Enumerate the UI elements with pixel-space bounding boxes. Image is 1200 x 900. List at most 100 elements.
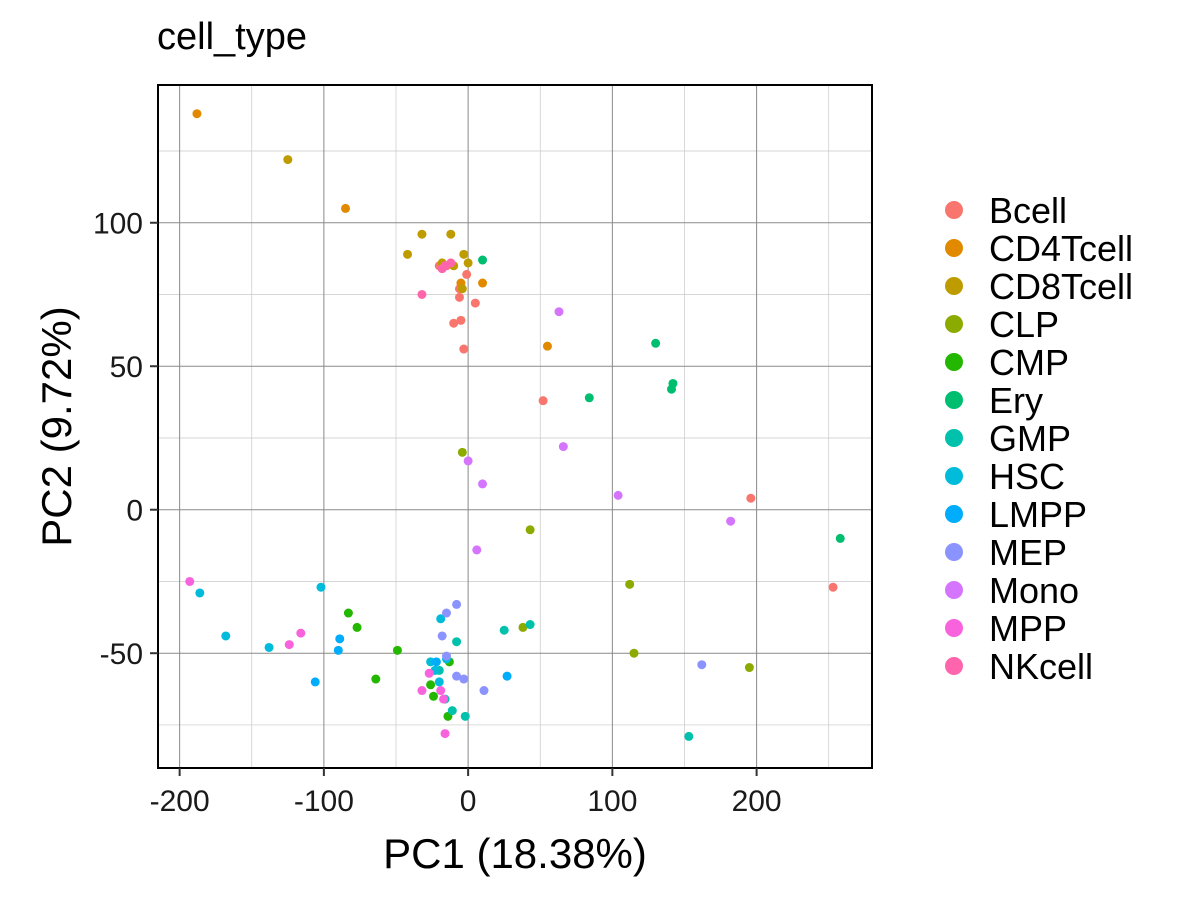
data-point-lmpp bbox=[310, 677, 320, 687]
data-point-nkcell bbox=[437, 264, 447, 274]
legend-label-mep: MEP bbox=[989, 532, 1067, 573]
data-point-ery bbox=[667, 384, 677, 394]
data-point-cd4tcell bbox=[341, 203, 351, 213]
data-point-mpp bbox=[440, 729, 450, 739]
data-point-bcell bbox=[470, 298, 480, 308]
legend-label-lmpp: LMPP bbox=[989, 494, 1087, 535]
legend-label-mono: Mono bbox=[989, 570, 1079, 611]
legend-key-cmp bbox=[945, 353, 963, 371]
legend-key-bcell bbox=[945, 201, 963, 219]
grid-layer bbox=[158, 85, 872, 768]
data-point-cmp bbox=[371, 674, 381, 684]
data-point-bcell bbox=[459, 344, 469, 354]
legend-label-cd4tcell: CD4Tcell bbox=[989, 228, 1133, 269]
points-layer bbox=[185, 109, 845, 741]
data-point-gmp bbox=[525, 620, 535, 630]
data-point-lmpp bbox=[335, 634, 345, 644]
x-tick-label: -200 bbox=[150, 785, 210, 818]
data-point-mep bbox=[479, 686, 489, 696]
legend-label-cd8tcell: CD8Tcell bbox=[989, 266, 1133, 307]
data-point-mep bbox=[441, 651, 451, 661]
data-point-mpp bbox=[185, 576, 195, 586]
x-axis-ticks: -200 -100 0 100 200 bbox=[150, 768, 782, 818]
plot-panel-background bbox=[158, 85, 872, 768]
data-point-gmp bbox=[499, 625, 509, 635]
data-point-cd8tcell bbox=[403, 249, 413, 259]
data-point-hsc bbox=[434, 677, 444, 687]
legend-key-clp bbox=[945, 315, 963, 333]
x-tick-label: 200 bbox=[732, 785, 782, 818]
data-point-clp bbox=[525, 525, 535, 535]
data-point-cd8tcell bbox=[417, 229, 427, 239]
data-point-mono bbox=[613, 490, 623, 500]
data-point-mpp bbox=[417, 686, 427, 696]
data-point-mep bbox=[459, 674, 469, 684]
data-point-ery bbox=[651, 338, 661, 348]
data-point-mpp bbox=[284, 640, 294, 650]
data-point-lmpp bbox=[502, 671, 512, 681]
legend-label-mpp: MPP bbox=[989, 608, 1067, 649]
data-point-gmp bbox=[684, 731, 694, 741]
data-point-mep bbox=[452, 671, 462, 681]
data-point-mep bbox=[437, 631, 447, 641]
data-point-mpp bbox=[436, 686, 446, 696]
data-point-bcell bbox=[456, 315, 466, 325]
x-tick-label: -100 bbox=[294, 785, 354, 818]
legend-label-gmp: GMP bbox=[989, 418, 1071, 459]
data-point-mono bbox=[463, 456, 473, 466]
data-point-cd8tcell bbox=[463, 258, 473, 268]
legend-key-gmp bbox=[945, 429, 963, 447]
y-tick-label: 100 bbox=[93, 208, 143, 241]
chart-title: cell_type bbox=[157, 16, 307, 58]
data-point-hsc bbox=[264, 642, 274, 652]
data-point-hsc bbox=[316, 582, 326, 592]
data-point-cd4tcell bbox=[542, 341, 552, 351]
legend-label-hsc: HSC bbox=[989, 456, 1065, 497]
data-point-cd4tcell bbox=[192, 109, 202, 119]
x-tick-label: 100 bbox=[587, 785, 637, 818]
data-point-ery bbox=[584, 393, 594, 403]
legend-key-cd4tcell bbox=[945, 239, 963, 257]
data-point-mpp bbox=[296, 628, 306, 638]
data-point-ery bbox=[835, 533, 845, 543]
data-point-mono bbox=[478, 479, 488, 489]
data-point-cd8tcell bbox=[459, 249, 469, 259]
data-point-bcell bbox=[746, 493, 756, 503]
data-point-clp bbox=[457, 447, 467, 457]
y-tick-label: 0 bbox=[126, 495, 143, 528]
data-point-mep bbox=[441, 608, 451, 618]
data-point-cmp bbox=[352, 622, 362, 632]
data-point-bcell bbox=[462, 269, 472, 279]
data-point-nkcell bbox=[417, 289, 427, 299]
data-point-cmp bbox=[343, 608, 353, 618]
x-axis-label: PC1 (18.38%) bbox=[383, 830, 647, 877]
legend-key-hsc bbox=[945, 467, 963, 485]
data-point-bcell bbox=[454, 292, 464, 302]
data-point-mono bbox=[554, 307, 564, 317]
data-point-gmp bbox=[460, 711, 470, 721]
data-point-cmp bbox=[426, 680, 436, 690]
data-point-hsc bbox=[221, 631, 231, 641]
data-point-mep bbox=[697, 660, 707, 670]
legend-label-clp: CLP bbox=[989, 304, 1059, 345]
plot-panel-border bbox=[157, 84, 873, 769]
data-point-ery bbox=[478, 255, 488, 265]
legend-key-ery bbox=[945, 391, 963, 409]
x-tick-label: 0 bbox=[460, 785, 477, 818]
data-point-cmp bbox=[429, 691, 439, 701]
legend-key-cd8tcell bbox=[945, 277, 963, 295]
data-point-mono bbox=[726, 516, 736, 526]
data-point-nkcell bbox=[446, 258, 456, 268]
data-point-mep bbox=[452, 599, 462, 609]
legend-key-mep bbox=[945, 543, 963, 561]
y-axis-ticks: -50 0 50 100 bbox=[93, 208, 158, 671]
data-point-bcell bbox=[828, 582, 838, 592]
data-point-cd8tcell bbox=[457, 284, 467, 294]
data-point-lmpp bbox=[333, 645, 343, 655]
data-point-mpp bbox=[439, 694, 449, 704]
data-point-clp bbox=[629, 648, 639, 658]
data-point-clp bbox=[625, 579, 635, 589]
data-point-cd8tcell bbox=[446, 229, 456, 239]
legend-key-lmpp bbox=[945, 505, 963, 523]
